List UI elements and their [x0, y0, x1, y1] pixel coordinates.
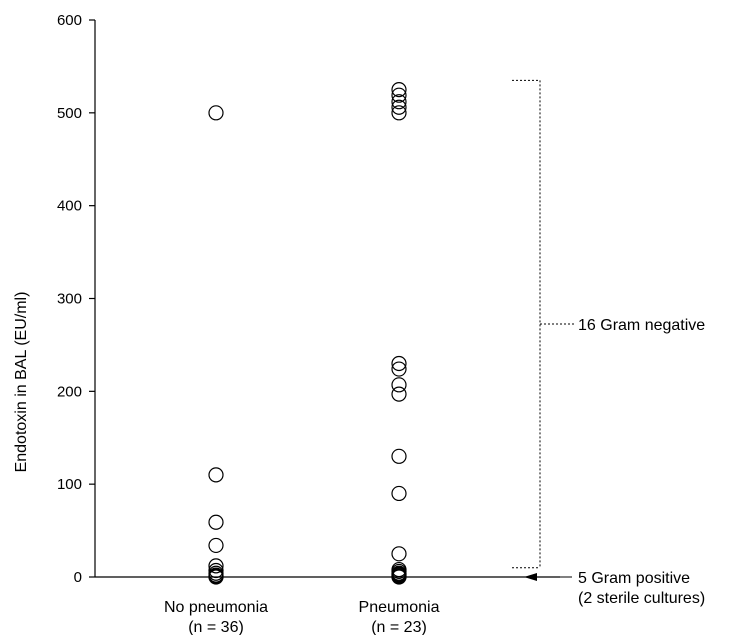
category-labels: No pneumonia (n = 36) Pneumonia (n = 23): [164, 599, 440, 635]
gram-positive-sublabel: (2 sterile cultures): [578, 590, 705, 607]
data-points: [208, 82, 407, 585]
data-point: [391, 386, 407, 402]
data-point: [391, 361, 407, 377]
data-point: [391, 87, 407, 103]
y-axis-ticks: 0 100 200 300 400 500 600: [57, 12, 95, 586]
data-point: [391, 105, 407, 121]
y-tick-label: 600: [57, 12, 82, 29]
category-label: No pneumonia: [164, 599, 268, 616]
y-axis-label: Endotoxin in BAL (EU/ml): [13, 292, 30, 473]
y-tick-label: 300: [57, 291, 82, 308]
data-point: [208, 537, 224, 554]
annotations: 16 Gram negative 5 Gram positive (2 steril…: [512, 79, 705, 607]
data-point: [391, 82, 407, 98]
axes: [94, 20, 560, 578]
data-point: [391, 448, 407, 464]
gram-negative-label: 16 Gram negative: [578, 317, 705, 334]
gram-positive-arrowhead: [524, 573, 537, 581]
data-point: [208, 105, 224, 121]
data-point: [208, 558, 224, 574]
data-point: [391, 355, 407, 372]
y-tick-label: 200: [57, 383, 82, 400]
y-tick-label: 0: [74, 569, 82, 586]
data-point: [208, 514, 224, 530]
y-tick-label: 500: [57, 105, 82, 122]
gram-positive-label: 5 Gram positive: [578, 570, 690, 587]
category-sublabel: (n = 36): [188, 619, 244, 635]
data-point: [208, 569, 224, 585]
data-point: [391, 569, 407, 585]
data-point: [391, 94, 407, 110]
y-tick-label: 100: [57, 476, 82, 493]
data-point: [391, 377, 407, 393]
category-label: Pneumonia: [359, 599, 440, 616]
data-point: [208, 467, 224, 483]
category-sublabel: (n = 23): [371, 619, 427, 635]
data-point: [391, 546, 407, 562]
y-tick-label: 400: [57, 198, 82, 215]
data-point: [391, 485, 407, 502]
data-point: [391, 99, 407, 115]
